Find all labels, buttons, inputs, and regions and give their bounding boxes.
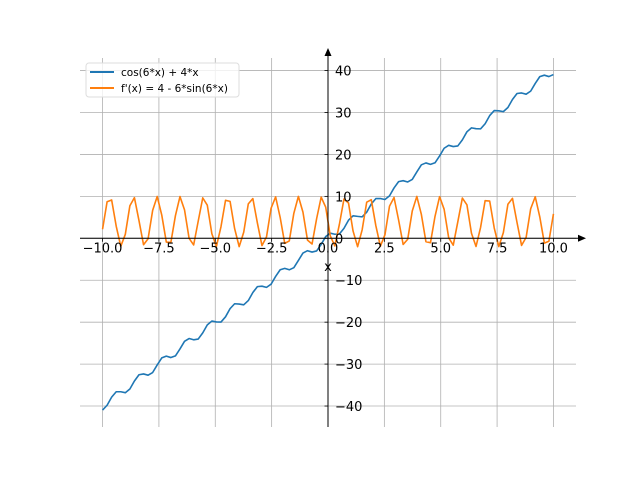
y-tick-label: −40 bbox=[335, 400, 362, 415]
x-tick-label: −7.5 bbox=[143, 241, 175, 256]
x-tick-label: 10.0 bbox=[539, 241, 568, 256]
x-tick-label: 7.5 bbox=[487, 241, 508, 256]
y-tick-label: −20 bbox=[335, 316, 362, 331]
x-tick-label: −5.0 bbox=[199, 241, 231, 256]
y-tick-label: 30 bbox=[335, 107, 352, 122]
y-tick-label: 0 bbox=[335, 232, 343, 247]
y-tick-label: 10 bbox=[335, 190, 352, 205]
y-axis-arrow-icon bbox=[324, 48, 332, 56]
y-tick-label: 40 bbox=[335, 65, 352, 80]
x-axis-arrow-icon bbox=[578, 234, 586, 242]
y-tick-label: −10 bbox=[335, 274, 362, 289]
x-tick-label: −2.5 bbox=[256, 241, 288, 256]
y-tick-label: 20 bbox=[335, 148, 352, 163]
legend-label-0: cos(6*x) + 4*x bbox=[121, 67, 199, 79]
y-tick-label: −30 bbox=[335, 358, 362, 373]
x-tick-label: −10.0 bbox=[83, 241, 123, 256]
x-tick-label: 5.0 bbox=[430, 241, 451, 256]
x-tick-label: 0.0 bbox=[318, 241, 339, 256]
legend: cos(6*x) + 4*x f'(x) = 4 - 6*sin(6*x) bbox=[85, 62, 240, 98]
x-tick-label: 2.5 bbox=[374, 241, 395, 256]
legend-label-1: f'(x) = 4 - 6*sin(6*x) bbox=[121, 83, 228, 95]
x-axis-label: x bbox=[324, 260, 332, 275]
